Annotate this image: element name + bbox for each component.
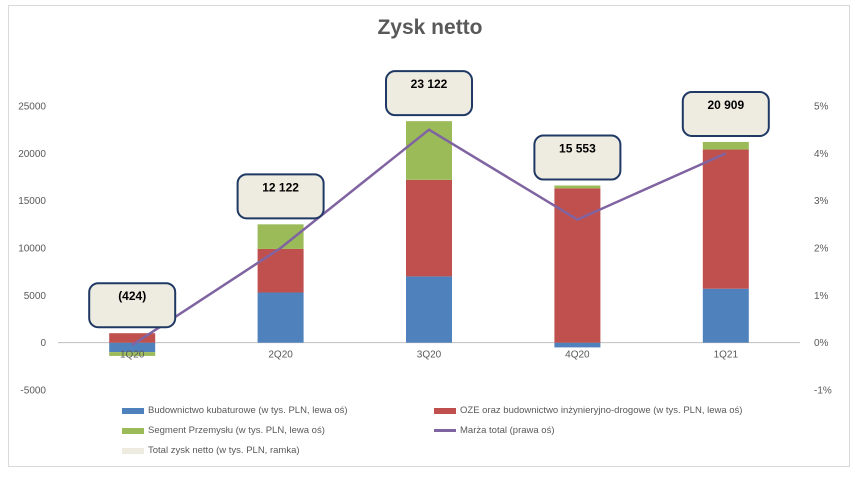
- left-axis-tick-label: 0: [40, 338, 46, 349]
- legend-item-przemysl: Segment Przemysłu (w tys. PLN, lewa oś): [122, 425, 325, 436]
- legend-item-marza: Marża total (prawa oś): [434, 425, 555, 436]
- bar-segment: [109, 333, 156, 343]
- margin-line: [131, 128, 727, 347]
- right-axis-tick-label: -1%: [814, 386, 832, 397]
- total-callout-value: (424): [118, 289, 146, 303]
- legend-swatch-przemysl: [122, 427, 144, 434]
- category-label: 2Q20: [268, 350, 293, 361]
- bar-segment: [109, 352, 156, 356]
- right-axis-tick-label: 5%: [814, 102, 829, 113]
- bar-segment: [406, 276, 452, 343]
- legend-label-przemysl: Segment Przemysłu (w tys. PLN, lewa oś): [148, 425, 325, 436]
- total-callout-value: 23 122: [411, 77, 448, 91]
- legend-label-budownictwo: Budownictwo kubaturowe (w tys. PLN, lewa…: [148, 405, 348, 416]
- right-axis-tick-label: 0%: [814, 338, 829, 349]
- margin-line-path: [131, 128, 727, 347]
- category-label: 1Q21: [714, 350, 739, 361]
- category-label: 1Q20: [120, 350, 145, 361]
- legend-label-total: Total zysk netto (w tys. PLN, ramka): [148, 445, 300, 456]
- left-axis-tick-label: 20000: [18, 149, 46, 160]
- category-label: 4Q20: [565, 350, 590, 361]
- chart-title: Zysk netto: [377, 16, 483, 39]
- total-callout-box: [681, 90, 770, 137]
- right-axis-tick-label: 3%: [814, 196, 829, 207]
- left-axis-tick-label: 15000: [18, 196, 46, 207]
- total-callout-value: 12 122: [262, 180, 299, 194]
- bar-segment: [406, 179, 452, 277]
- legend: Budownictwo kubaturowe (w tys. PLN, lewa…: [122, 405, 822, 467]
- legend-swatch-oze: [434, 407, 456, 414]
- bar-segment: [702, 288, 749, 343]
- category-labels: 1Q20 2Q20 3Q20 4Q20 1Q21: [120, 350, 739, 361]
- left-axis-tick-label: 5000: [24, 291, 47, 302]
- category-label: 3Q20: [417, 350, 442, 361]
- total-callout-value: 20 909: [707, 98, 744, 112]
- bar-segment: [257, 292, 304, 343]
- bar-segment: [702, 149, 749, 289]
- right-axis-tick-label: 4%: [814, 149, 829, 160]
- legend-item-oze: OZE oraz budownictwo inżynieryjno-drogow…: [434, 405, 742, 416]
- left-axis-ticks: -5000 0 5000 10000 15000 20000 25000: [18, 102, 46, 397]
- total-callouts: (424) 12 122 23 122 15 553 20 909: [88, 70, 770, 329]
- right-axis-tick-label: 2%: [814, 244, 829, 255]
- left-axis-tick-label: -5000: [20, 386, 46, 397]
- bar-segment: [702, 141, 749, 150]
- legend-label-oze: OZE oraz budownictwo inżynieryjno-drogow…: [460, 405, 743, 416]
- bar-segment: [554, 185, 601, 189]
- total-callout-box: [385, 70, 473, 117]
- right-axis-tick-label: 1%: [814, 291, 829, 302]
- legend-swatch-marza: [434, 429, 456, 432]
- legend-swatch-budownictwo: [122, 407, 144, 414]
- total-callout-box: [236, 173, 325, 220]
- legend-label-marza: Marża total (prawa oś): [460, 425, 555, 436]
- stacked-bars: [109, 121, 749, 356]
- legend-swatch-total: [122, 447, 144, 454]
- total-callout-box: [533, 134, 622, 181]
- bar-segment: [257, 248, 304, 293]
- bar-segment: [554, 342, 601, 348]
- legend-item-total: Total zysk netto (w tys. PLN, ramka): [122, 445, 300, 456]
- left-axis-tick-label: 10000: [18, 244, 46, 255]
- bar-segment: [109, 342, 156, 353]
- right-axis-ticks: -1% 0% 1% 2% 3% 4% 5%: [814, 102, 832, 397]
- legend-item-budownictwo: Budownictwo kubaturowe (w tys. PLN, lewa…: [122, 405, 348, 416]
- left-axis-tick-label: 25000: [18, 102, 46, 113]
- total-callout-box: [88, 282, 177, 329]
- total-callout-value: 15 553: [559, 142, 596, 156]
